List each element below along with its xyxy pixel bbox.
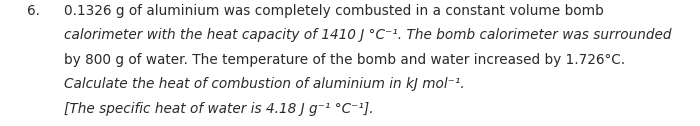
Text: 6.: 6.	[27, 4, 40, 18]
Text: calorimeter with the heat capacity of 1410 J °C⁻¹. The bomb calorimeter was surr: calorimeter with the heat capacity of 14…	[64, 28, 672, 42]
Text: 0.1326 g of aluminium was completely combusted in a constant volume bomb: 0.1326 g of aluminium was completely com…	[64, 4, 604, 18]
Text: [The specific heat of water is 4.18 J g⁻¹ °C⁻¹].: [The specific heat of water is 4.18 J g⁻…	[64, 102, 374, 116]
Text: by 800 g of water. The temperature of the bomb and water increased by 1.726°C.: by 800 g of water. The temperature of th…	[64, 53, 626, 67]
Text: Calculate the heat of combustion of aluminium in kJ mol⁻¹.: Calculate the heat of combustion of alum…	[64, 77, 465, 91]
